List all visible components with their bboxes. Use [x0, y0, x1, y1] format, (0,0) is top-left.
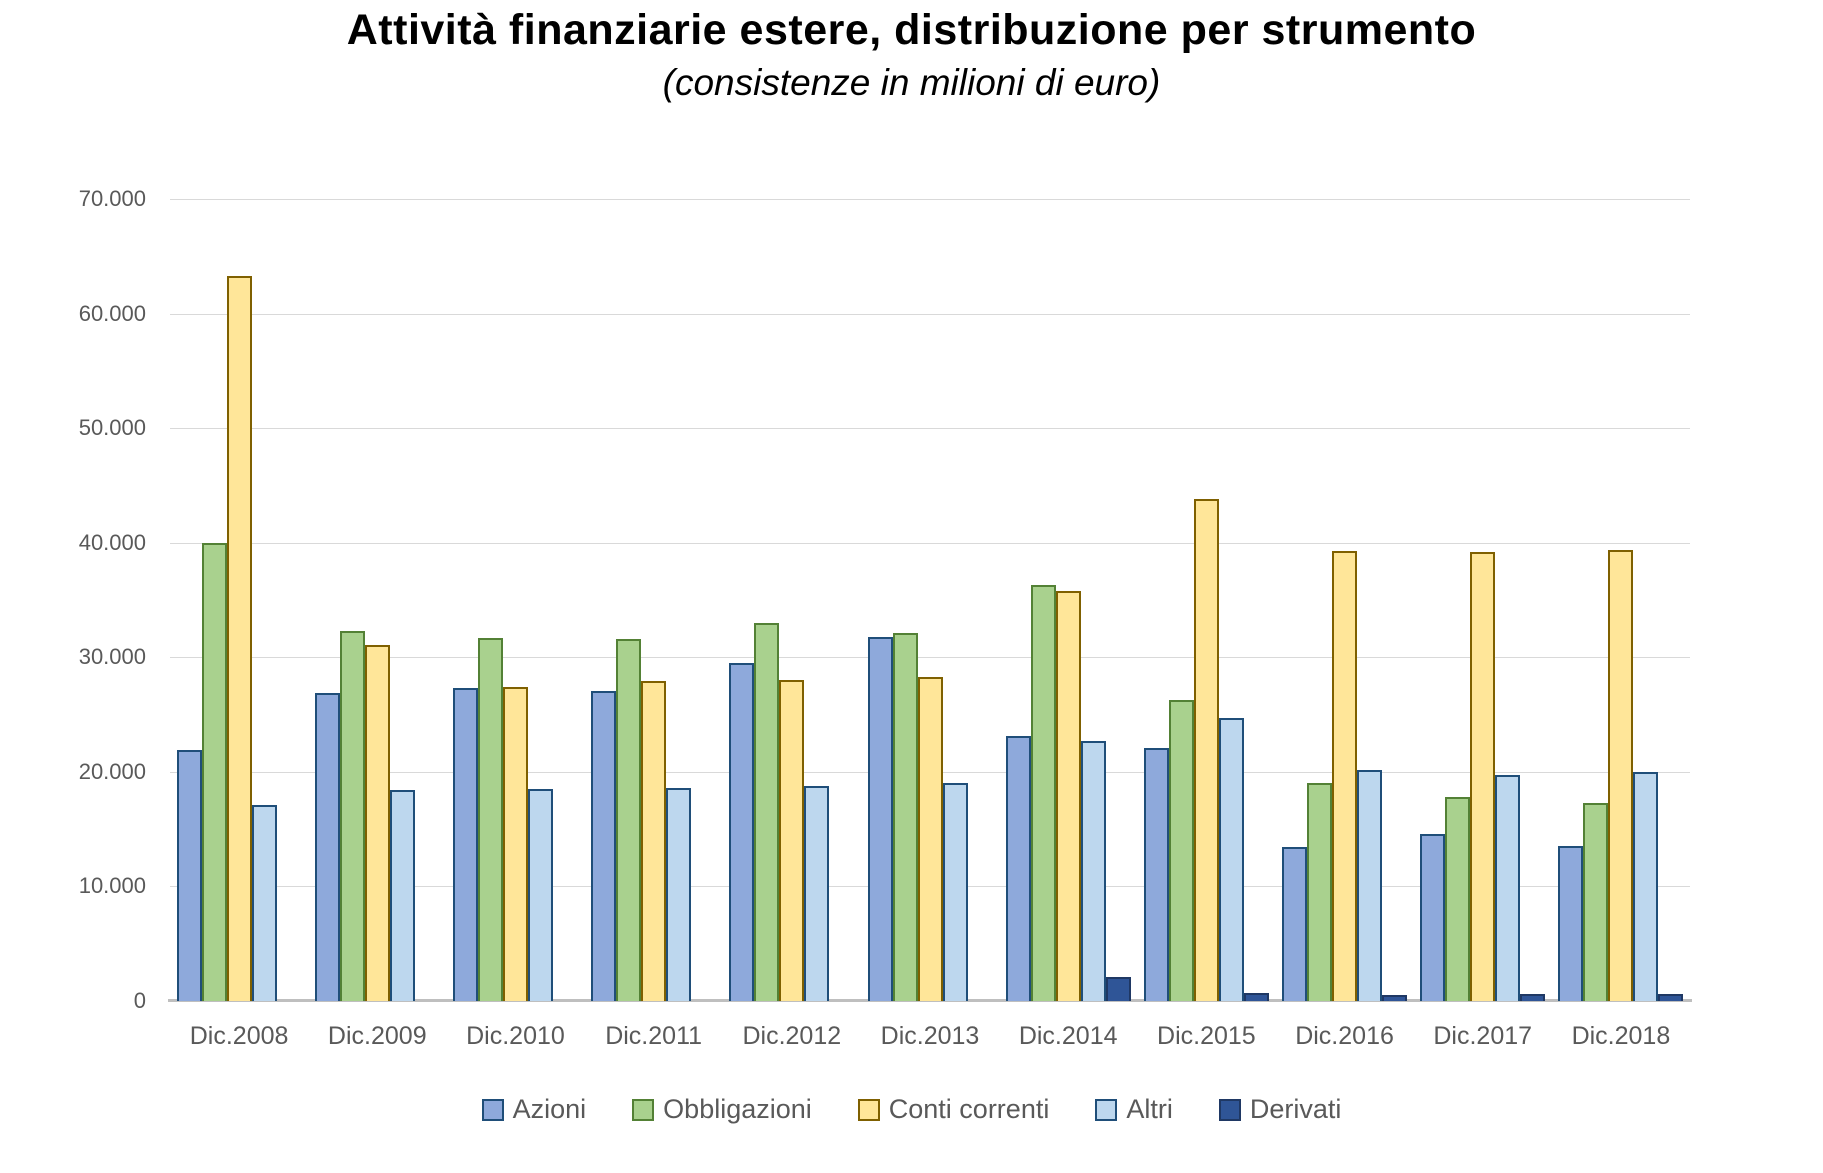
gridline-50000	[170, 428, 1690, 430]
bar-obbligazioni-dic-2015	[1168, 699, 1194, 1001]
bar-azioni-dic-2008	[176, 750, 202, 1001]
bar-altri-dic-2016	[1357, 769, 1383, 1001]
x-tick-label-dic-2017: Dic.2017	[1433, 1022, 1533, 1050]
chart-title: Attività finanziarie estere, distribuzio…	[346, 6, 1477, 54]
bar-derivati-dic-2018	[1658, 994, 1684, 1001]
y-tick-label-50000: 50.000	[78, 415, 146, 441]
legend-label-azioni: Azioni	[512, 1094, 587, 1124]
bar-conti-correnti-dic-2009	[364, 644, 390, 1001]
bar-obbligazioni-dic-2016	[1307, 783, 1333, 1001]
gridline-40000	[170, 542, 1690, 544]
x-tick-label-dic-2009: Dic.2009	[327, 1022, 427, 1050]
bar-obbligazioni-dic-2014	[1030, 585, 1056, 1001]
bar-conti-correnti-dic-2017	[1470, 551, 1496, 1001]
bar-azioni-dic-2010	[452, 688, 478, 1001]
bar-obbligazioni-dic-2011	[616, 638, 642, 1001]
bar-obbligazioni-dic-2012	[754, 622, 780, 1001]
bar-conti-correnti-dic-2011	[641, 681, 667, 1001]
bar-derivati-dic-2014	[1105, 976, 1131, 1001]
chart-subtitle: (consistenze in milioni di euro)	[662, 62, 1161, 103]
y-tick-label-0: 0	[133, 988, 146, 1013]
bar-azioni-dic-2018	[1558, 846, 1584, 1001]
x-tick-label-dic-2012: Dic.2012	[742, 1022, 842, 1050]
bar-azioni-dic-2011	[591, 690, 617, 1001]
bar-altri-dic-2008	[251, 805, 277, 1001]
bar-altri-dic-2009	[389, 790, 415, 1001]
x-tick-label-dic-2014: Dic.2014	[1018, 1022, 1118, 1050]
bar-altri-dic-2011	[666, 787, 692, 1001]
bar-azioni-dic-2012	[729, 663, 755, 1001]
y-tick-label-70000: 70.000	[78, 186, 146, 211]
bar-altri-dic-2018	[1633, 771, 1659, 1001]
x-tick-label-dic-2008: Dic.2008	[189, 1022, 289, 1050]
legend-swatch-derivati-icon	[1218, 1098, 1241, 1121]
bar-conti-correnti-dic-2016	[1332, 550, 1358, 1001]
gridline-60000	[170, 313, 1690, 315]
legend-label-altri: Altri	[1126, 1094, 1173, 1124]
legend-label-conti-correnti: Conti correnti	[888, 1094, 1050, 1124]
legend-swatch-azioni-icon	[481, 1098, 504, 1121]
x-tick-label-dic-2011: Dic.2011	[605, 1022, 703, 1050]
bar-derivati-dic-2016	[1382, 995, 1408, 1001]
bar-conti-correnti-dic-2015	[1193, 499, 1219, 1001]
bar-obbligazioni-dic-2008	[201, 542, 227, 1001]
y-tick-label-30000: 30.000	[78, 644, 146, 670]
bar-altri-dic-2013	[942, 783, 968, 1001]
bar-altri-dic-2014	[1080, 740, 1106, 1001]
bar-conti-correnti-dic-2008	[226, 275, 252, 1001]
bar-altri-dic-2015	[1218, 718, 1244, 1001]
gridline-70000	[170, 199, 1690, 200]
legend-swatch-conti-correnti-icon	[857, 1098, 880, 1121]
legend-item-conti-correnti: Conti correnti	[857, 1094, 1050, 1125]
y-tick-label-10000: 10.000	[78, 873, 146, 899]
bar-obbligazioni-dic-2017	[1445, 797, 1471, 1001]
x-tick-label-dic-2013: Dic.2013	[880, 1022, 980, 1050]
bar-altri-dic-2017	[1495, 775, 1521, 1001]
y-tick-label-40000: 40.000	[78, 529, 146, 555]
bar-azioni-dic-2016	[1282, 847, 1308, 1001]
legend-swatch-altri-icon	[1095, 1098, 1118, 1121]
legend: Azioni Obbligazioni Conti correnti Altri Der…	[0, 1094, 1823, 1125]
legend-item-azioni: Azioni	[481, 1094, 587, 1125]
bar-azioni-dic-2014	[1005, 736, 1031, 1001]
y-tick-label-60000: 60.000	[78, 300, 146, 326]
bar-conti-correnti-dic-2013	[917, 676, 943, 1001]
bar-conti-correnti-dic-2012	[779, 680, 805, 1001]
bar-conti-correnti-dic-2010	[502, 687, 528, 1001]
bar-obbligazioni-dic-2010	[477, 637, 503, 1001]
y-tick-label-20000: 20.000	[78, 758, 146, 784]
bar-obbligazioni-dic-2018	[1583, 802, 1609, 1001]
x-tick-label-dic-2010: Dic.2010	[466, 1022, 565, 1050]
bar-azioni-dic-2015	[1143, 747, 1169, 1001]
x-tick-label-dic-2016: Dic.2016	[1295, 1022, 1394, 1050]
legend-item-derivati: Derivati	[1218, 1094, 1342, 1125]
bar-altri-dic-2012	[804, 785, 830, 1001]
gridline-30000	[170, 657, 1690, 659]
legend-label-obbligazioni: Obbligazioni	[663, 1094, 812, 1124]
bar-conti-correnti-dic-2018	[1608, 549, 1634, 1001]
bar-altri-dic-2010	[527, 789, 553, 1001]
legend-swatch-obbligazioni-icon	[632, 1098, 655, 1121]
legend-item-obbligazioni: Obbligazioni	[632, 1094, 812, 1125]
legend-item-altri: Altri	[1095, 1094, 1173, 1125]
bar-obbligazioni-dic-2013	[892, 633, 918, 1001]
bar-obbligazioni-dic-2009	[339, 630, 365, 1001]
bar-azioni-dic-2017	[1420, 833, 1446, 1001]
x-tick-label-dic-2015: Dic.2015	[1157, 1022, 1256, 1050]
bar-derivati-dic-2017	[1520, 994, 1546, 1001]
bar-azioni-dic-2009	[314, 692, 340, 1001]
bar-derivati-dic-2015	[1243, 992, 1269, 1001]
bar-conti-correnti-dic-2014	[1055, 590, 1081, 1001]
x-tick-label-dic-2018: Dic.2018	[1571, 1022, 1671, 1050]
legend-label-derivati: Derivati	[1249, 1094, 1342, 1124]
bar-azioni-dic-2013	[867, 636, 893, 1001]
